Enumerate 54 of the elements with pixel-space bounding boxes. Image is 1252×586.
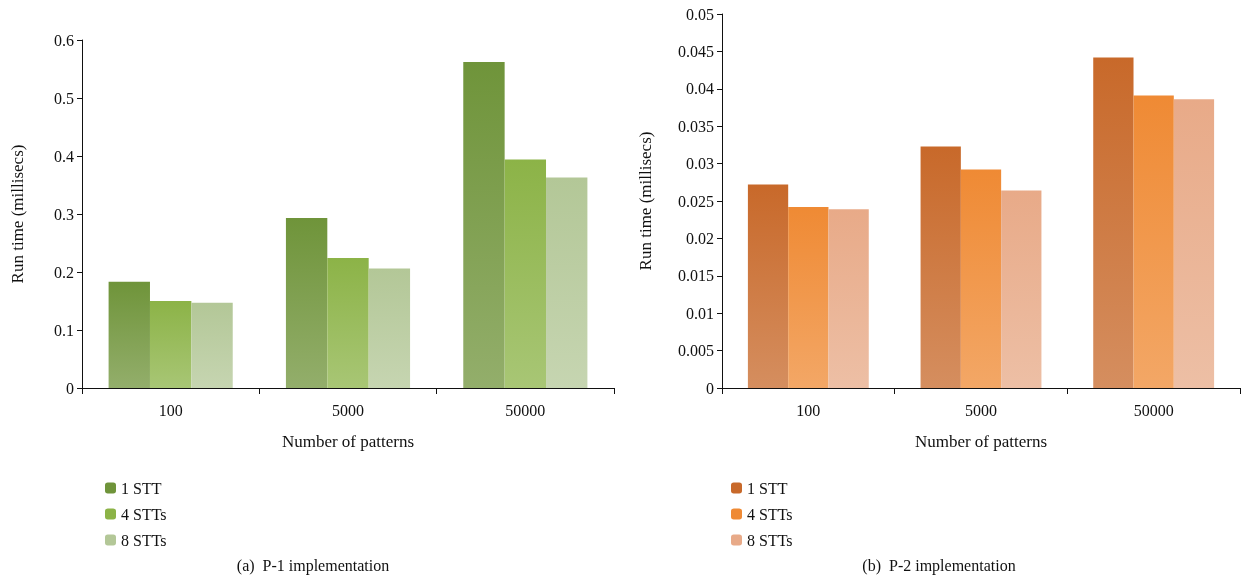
bar (108, 281, 150, 388)
y-axis-title: Run time (millisecs) (8, 144, 27, 284)
bar (920, 146, 961, 388)
bar (504, 159, 547, 388)
bar (368, 268, 411, 388)
bar (747, 184, 789, 388)
y-tick-label: 0.005 (678, 342, 714, 360)
y-tick-label: 0.03 (686, 155, 714, 173)
y-tick-label: 0 (706, 379, 714, 397)
y-axis-title: Run time (millisecs) (636, 131, 655, 271)
x-tick-label: 50000 (505, 401, 546, 419)
legend-label: 4 STTs (121, 505, 167, 523)
bar (828, 209, 869, 388)
bar (1173, 99, 1215, 388)
text: (b) P-2 implementation (862, 556, 1016, 575)
y-tick-label: 0.04 (686, 80, 714, 98)
bar (1093, 57, 1134, 388)
bar (327, 258, 369, 388)
bar (463, 62, 505, 388)
legend-label: 4 STTs (747, 505, 793, 523)
legend-label: 8 STTs (747, 531, 793, 549)
bar (1001, 190, 1042, 388)
x-tick-label: 50000 (1133, 401, 1174, 419)
bar (960, 169, 1002, 388)
y-tick-label: 0.2 (54, 263, 74, 281)
bar (149, 301, 192, 388)
x-axis-title: Number of patterns (914, 432, 1048, 451)
y-tick-label: 0.3 (54, 205, 74, 223)
x-tick-label: 5000 (965, 401, 997, 419)
bar (546, 177, 588, 388)
x-tick-label: 5000 (332, 401, 364, 419)
x-axis-title: Number of patterns (281, 432, 415, 451)
text: (a) P-1 implementation (236, 556, 390, 575)
bar (285, 218, 328, 388)
y-tick-label: 0.6 (54, 31, 74, 49)
x-tick-label: 100 (158, 401, 183, 419)
x-tick-label: 100 (796, 401, 821, 419)
y-tick-label: 0.045 (678, 42, 714, 60)
y-tick-label: 0.035 (678, 117, 714, 135)
legend-label: 8 STTs (121, 531, 167, 549)
bar (191, 302, 233, 388)
bar (1133, 95, 1174, 388)
y-tick-label: 0.5 (54, 89, 74, 107)
y-tick-label: 0.01 (686, 304, 714, 322)
bar (788, 206, 829, 388)
y-tick-label: 0.015 (678, 267, 714, 285)
y-tick-label: 0.4 (54, 147, 74, 165)
y-tick-label: 0.1 (54, 321, 74, 339)
y-tick-label: 0.05 (686, 5, 714, 23)
y-tick-label: 0.025 (678, 192, 714, 210)
legend-label: 1 STT (121, 479, 162, 497)
y-tick-label: 0 (66, 379, 74, 397)
y-tick-label: 0.02 (686, 229, 714, 247)
legend-label: 1 STT (747, 479, 788, 497)
